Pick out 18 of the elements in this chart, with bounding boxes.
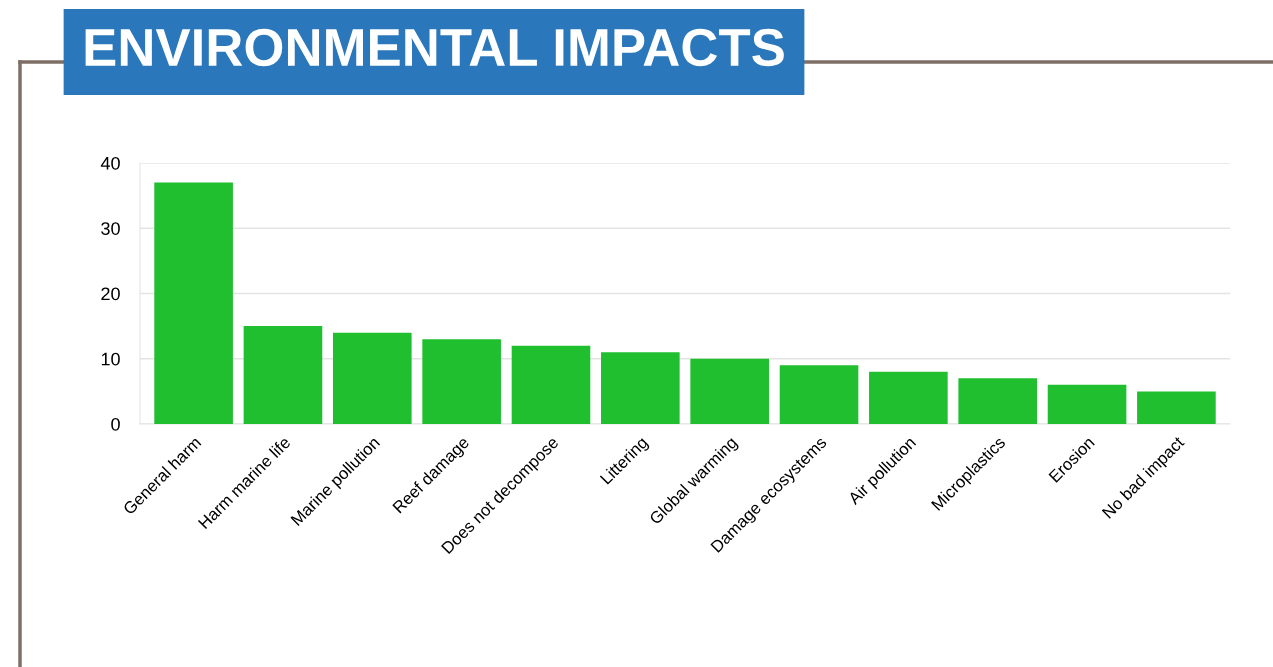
bar — [154, 182, 233, 424]
bar — [243, 326, 323, 424]
bar — [1047, 384, 1127, 424]
bar — [601, 352, 680, 424]
bar — [332, 332, 412, 424]
y-tick-label: 30 — [101, 222, 120, 235]
y-tick-label: 10 — [101, 352, 120, 366]
bar — [779, 365, 859, 424]
bar — [1137, 391, 1216, 424]
y-tick-label: 40 — [100, 156, 120, 170]
y-tick-label: 0 — [111, 417, 120, 431]
chart-title: ENVIRONMENTAL IMPACTS — [85, 28, 784, 67]
bar — [422, 339, 501, 424]
bar — [511, 345, 591, 424]
bar — [958, 378, 1038, 424]
bar — [690, 358, 769, 424]
y-tick-label: 20 — [101, 287, 120, 301]
bar — [869, 371, 948, 424]
